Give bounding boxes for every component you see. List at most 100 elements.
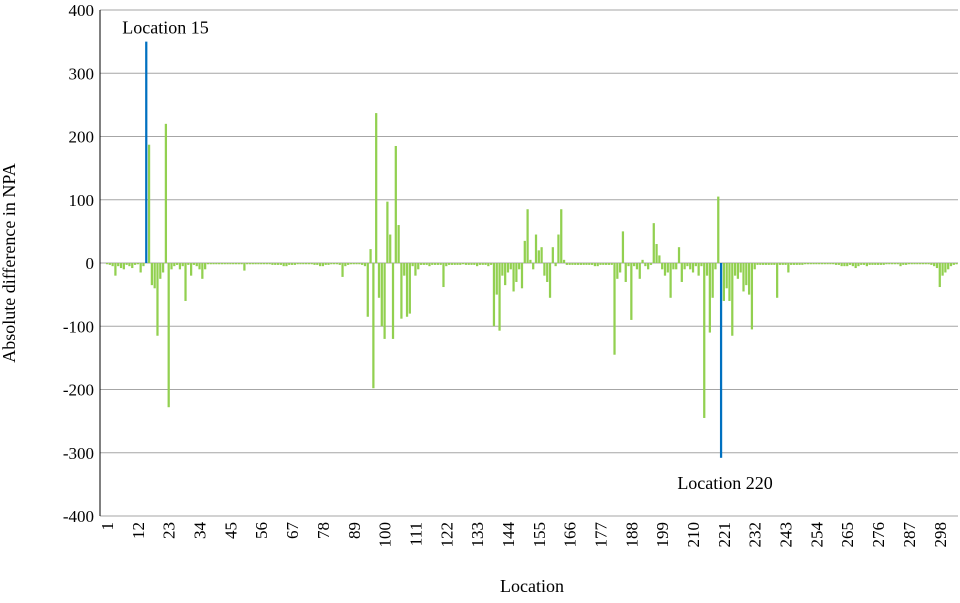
bar <box>302 263 305 265</box>
bar <box>551 247 554 263</box>
bar <box>910 263 913 265</box>
bar <box>212 263 215 265</box>
bar <box>661 263 664 270</box>
bar <box>509 263 512 270</box>
bar <box>557 234 560 263</box>
bar <box>431 263 434 265</box>
bar <box>753 263 756 270</box>
bar <box>916 263 919 265</box>
bar <box>139 263 142 273</box>
bar <box>834 263 838 265</box>
bar <box>271 263 274 265</box>
x-axis-title: Location <box>500 576 564 596</box>
bar <box>691 263 695 273</box>
bar <box>229 263 232 265</box>
bar <box>635 263 639 270</box>
bar <box>582 263 585 265</box>
x-tick-label: 1 <box>98 522 117 531</box>
bar <box>809 263 812 265</box>
bar <box>938 263 941 288</box>
bar <box>204 263 207 270</box>
bar <box>756 263 759 265</box>
y-tick-label: 100 <box>69 191 95 210</box>
bar <box>299 263 302 265</box>
bar <box>686 263 689 267</box>
bar <box>490 263 493 265</box>
x-tick-label: 166 <box>561 522 580 548</box>
bar <box>282 263 285 267</box>
bar <box>952 263 955 265</box>
bar <box>736 263 740 279</box>
bar <box>459 263 462 265</box>
bar <box>422 263 425 265</box>
bar <box>220 263 224 265</box>
bar <box>349 263 353 265</box>
x-tick-label: 34 <box>191 522 210 540</box>
bar <box>806 263 810 265</box>
bar <box>818 263 821 265</box>
bar <box>534 234 538 263</box>
bar <box>933 263 936 267</box>
bar <box>206 263 210 265</box>
bar <box>683 263 686 270</box>
bar <box>787 263 790 273</box>
bar <box>352 263 355 265</box>
bar <box>647 263 650 270</box>
bar <box>851 263 854 267</box>
bar <box>417 263 420 270</box>
bar <box>778 263 782 265</box>
x-tick-label: 210 <box>684 522 703 548</box>
bar <box>192 263 196 265</box>
bar <box>495 263 498 295</box>
bar <box>526 209 529 263</box>
bar <box>700 263 703 267</box>
bar <box>240 263 243 265</box>
bar <box>624 263 627 282</box>
bar <box>170 263 173 270</box>
bar <box>571 263 574 265</box>
bar <box>644 263 647 267</box>
bar <box>117 263 120 267</box>
x-tick-label: 67 <box>283 522 302 540</box>
bar <box>476 263 479 267</box>
bar <box>689 263 692 270</box>
bar <box>638 263 641 279</box>
bar <box>361 263 364 265</box>
bar <box>574 263 577 265</box>
bar <box>492 263 496 327</box>
x-tick-label: 45 <box>221 522 240 539</box>
bar <box>860 263 863 265</box>
bar <box>358 263 361 265</box>
bar <box>310 263 313 265</box>
bar <box>652 223 655 263</box>
bar <box>941 263 944 276</box>
bar <box>562 259 566 263</box>
bar <box>919 263 922 265</box>
bar <box>602 263 605 265</box>
bar <box>111 263 114 267</box>
bar <box>815 263 818 265</box>
bar <box>136 263 139 265</box>
bar <box>781 263 784 265</box>
bar <box>725 263 728 289</box>
bar <box>719 263 723 458</box>
bar <box>515 263 518 282</box>
x-tick-label: 78 <box>314 522 333 539</box>
bar <box>383 263 386 339</box>
x-tick-label: 122 <box>437 522 456 548</box>
bar <box>318 263 322 267</box>
bar <box>411 263 414 267</box>
bar <box>848 263 852 265</box>
annotation: Location 220 <box>677 473 772 493</box>
bar <box>697 263 700 276</box>
bar <box>846 263 849 267</box>
bar <box>576 263 580 265</box>
y-axis-title: Absolute difference in NPA <box>0 163 19 362</box>
bar <box>105 263 109 265</box>
bar <box>621 231 625 263</box>
bar <box>394 145 397 263</box>
bar <box>930 263 933 265</box>
bar <box>153 263 156 289</box>
bar <box>593 263 597 267</box>
bar <box>627 263 630 267</box>
